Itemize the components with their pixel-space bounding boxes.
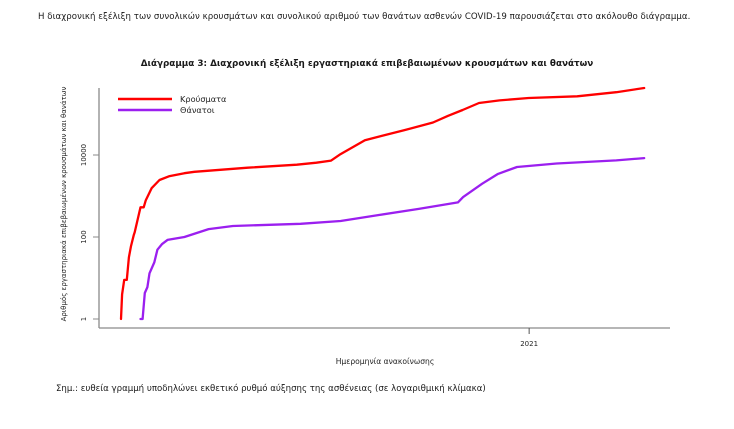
y-tick-label: 100 bbox=[80, 230, 88, 243]
x-tick-label: 2021 bbox=[520, 340, 538, 348]
chart-title: Διάγραμμα 3: Διαχρονική εξέλιξη εργαστηρ… bbox=[140, 59, 594, 69]
y-axis-label: Αριθμός εργαστηριακά επιβεβαιωμένων κρου… bbox=[60, 86, 68, 321]
y-tick-label: 1 bbox=[80, 317, 88, 321]
y-axis-ticks: 1 100 10000 bbox=[80, 144, 99, 321]
legend-label-deaths: Θάνατοι bbox=[180, 105, 215, 115]
x-axis-label: Ημερομηνία ανακοίνωσης bbox=[336, 357, 435, 366]
intro-paragraph: Η διαχρονική εξέλιξη των συνολικών κρουσ… bbox=[38, 12, 691, 22]
x-axis-ticks: 2021 bbox=[520, 328, 538, 348]
y-tick-label: 10000 bbox=[80, 144, 88, 166]
deaths-line bbox=[139, 156, 646, 321]
footnote: Σημ.: ευθεία γραμμή υποδηλώνει εκθετικό … bbox=[56, 384, 486, 394]
series-lines bbox=[119, 86, 646, 321]
cases-line bbox=[119, 86, 646, 321]
legend-label-cases: Κρούσματα bbox=[180, 94, 226, 104]
legend: Κρούσματα Θάνατοι bbox=[118, 94, 226, 115]
